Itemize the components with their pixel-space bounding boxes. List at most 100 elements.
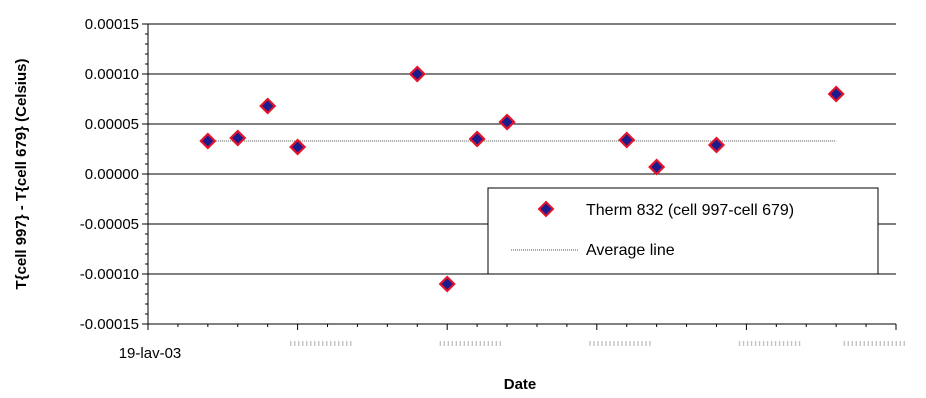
faint-label-mark <box>439 341 442 346</box>
data-point <box>618 131 636 149</box>
faint-label-mark <box>310 341 312 346</box>
faint-label-mark <box>471 341 474 346</box>
gridlines <box>142 23 896 325</box>
data-point <box>468 130 486 148</box>
faint-label-mark <box>790 341 793 346</box>
faint-label-mark <box>762 341 765 346</box>
faint-label-mark <box>750 341 753 346</box>
faint-label-mark <box>314 341 316 346</box>
faint-label-mark <box>863 341 865 346</box>
faint-label-mark <box>294 341 296 346</box>
data-point <box>199 132 217 150</box>
faint-label-mark <box>322 341 324 346</box>
faint-label-mark <box>290 341 292 346</box>
faint-label-mark <box>609 341 611 346</box>
y-tick-label: -0.00010 <box>80 266 139 283</box>
data-point <box>707 136 726 154</box>
faint-label-mark <box>463 341 466 346</box>
faint-label-mark <box>895 341 897 346</box>
faint-label-mark <box>483 341 486 346</box>
faint-label-mark <box>617 341 619 346</box>
faint-label-mark <box>774 341 777 346</box>
faint-label-mark <box>625 341 627 346</box>
faint-label-mark <box>649 341 651 346</box>
faint-label-mark <box>330 341 332 346</box>
faint-x-tick-labels <box>290 341 905 346</box>
faint-label-mark <box>338 341 340 346</box>
faint-label-mark <box>475 341 478 346</box>
faint-label-mark <box>879 341 881 346</box>
faint-label-mark <box>487 341 490 346</box>
faint-label-mark <box>601 341 603 346</box>
faint-label-mark <box>754 341 757 346</box>
faint-label-mark <box>859 341 861 346</box>
y-tick-label: 0.00005 <box>85 116 139 133</box>
faint-label-mark <box>746 341 749 346</box>
faint-label-mark <box>794 341 797 346</box>
faint-label-mark <box>495 341 498 346</box>
faint-label-mark <box>899 341 901 346</box>
faint-label-mark <box>499 341 502 346</box>
faint-label-mark <box>350 341 352 346</box>
faint-label-mark <box>479 341 482 346</box>
y-tick-labels: 0.00015 0.00010 0.00005 0.00000 -0.00005 -0.0… <box>80 16 139 333</box>
faint-label-mark <box>597 341 599 346</box>
data-point <box>229 129 247 147</box>
faint-label-mark <box>782 341 785 346</box>
faint-label-mark <box>589 341 591 346</box>
data-point <box>289 138 307 156</box>
legend: Therm 832 (cell 997-cell 679) Average li… <box>487 187 879 275</box>
faint-label-mark <box>891 341 893 346</box>
faint-label-mark <box>491 341 494 346</box>
faint-label-mark <box>326 341 328 346</box>
legend-label-average: Average line <box>586 242 675 259</box>
faint-label-mark <box>306 341 308 346</box>
faint-label-mark <box>633 341 635 346</box>
faint-label-mark <box>903 341 905 346</box>
faint-label-mark <box>738 341 741 346</box>
faint-label-mark <box>613 341 615 346</box>
faint-label-mark <box>637 341 639 346</box>
faint-label-mark <box>758 341 761 346</box>
data-point <box>408 65 426 83</box>
y-tick-label: -0.00015 <box>80 316 139 333</box>
y-tick-label: -0.00005 <box>80 216 139 233</box>
faint-label-mark <box>346 341 348 346</box>
faint-label-mark <box>443 341 446 346</box>
faint-label-mark <box>447 341 450 346</box>
data-point <box>498 113 516 131</box>
faint-label-mark <box>851 341 853 346</box>
data-point <box>827 85 845 103</box>
faint-label-mark <box>298 341 300 346</box>
y-tick-label: 0.00010 <box>85 66 139 83</box>
faint-label-mark <box>641 341 643 346</box>
faint-label-mark <box>875 341 877 346</box>
y-axis-title: T{cell 997} - T{cell 679} (Celsius) <box>13 59 30 290</box>
faint-label-mark <box>455 341 458 346</box>
faint-label-mark <box>302 341 304 346</box>
faint-label-mark <box>621 341 623 346</box>
data-points <box>199 65 845 293</box>
data-point <box>438 275 456 293</box>
y-tick-label: 0.00000 <box>85 166 139 183</box>
faint-label-mark <box>318 341 320 346</box>
faint-label-mark <box>645 341 647 346</box>
faint-label-mark <box>742 341 745 346</box>
faint-label-mark <box>766 341 769 346</box>
faint-label-mark <box>605 341 607 346</box>
faint-label-mark <box>867 341 869 346</box>
faint-label-mark <box>459 341 462 346</box>
legend-marker-icon <box>537 200 555 218</box>
x-tick-label: 19-lav-03 <box>119 345 182 362</box>
faint-label-mark <box>770 341 773 346</box>
faint-label-mark <box>593 341 595 346</box>
legend-box <box>487 187 879 275</box>
faint-label-mark <box>883 341 885 346</box>
data-point <box>648 158 666 176</box>
faint-label-mark <box>847 341 849 346</box>
faint-label-mark <box>786 341 789 346</box>
faint-label-mark <box>451 341 454 346</box>
data-point <box>259 97 277 115</box>
faint-label-mark <box>629 341 631 346</box>
